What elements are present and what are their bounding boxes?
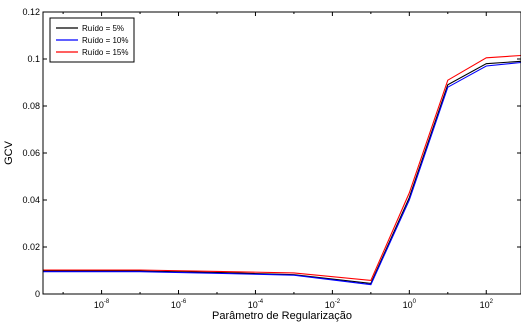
y-tick-label: 0 <box>35 289 40 299</box>
legend: Ruído = 5% Ruído = 10% Ruído = 15% <box>49 17 135 63</box>
y-tick-label: 0.06 <box>22 148 40 158</box>
y-tick-label: 0.04 <box>22 195 40 205</box>
series-layer <box>43 54 521 286</box>
x-axis-label: Parâmetro de Regularização <box>212 310 352 322</box>
plot-frame <box>42 11 521 295</box>
y-tick-label: 0.02 <box>22 242 40 252</box>
x-tick-label: 10-2 <box>325 299 341 310</box>
legend-label: Ruído = 10% <box>82 36 128 45</box>
series-line <box>43 61 521 286</box>
y-tick-label: 0.1 <box>27 54 40 64</box>
y-tick-label: 0.08 <box>22 101 40 111</box>
x-tick-label: 102 <box>480 299 494 310</box>
legend-label: Ruído = 5% <box>82 24 124 33</box>
x-tick-label: 10-6 <box>171 299 187 310</box>
x-tick-label: 10-8 <box>94 299 110 310</box>
series-line <box>43 54 521 281</box>
y-axis-label: GCV <box>3 140 15 165</box>
x-tick-label: 10-4 <box>248 299 264 310</box>
x-tick-label: 100 <box>403 299 417 310</box>
legend-label: Ruído = 15% <box>82 48 128 57</box>
series-line <box>43 60 521 284</box>
y-tick-label: 0.12 <box>22 7 40 17</box>
tick-layer: 0 0.02 0.04 0.06 0.08 0.1 0.12 10-8 10-6 10-4 10-2… <box>22 7 521 310</box>
